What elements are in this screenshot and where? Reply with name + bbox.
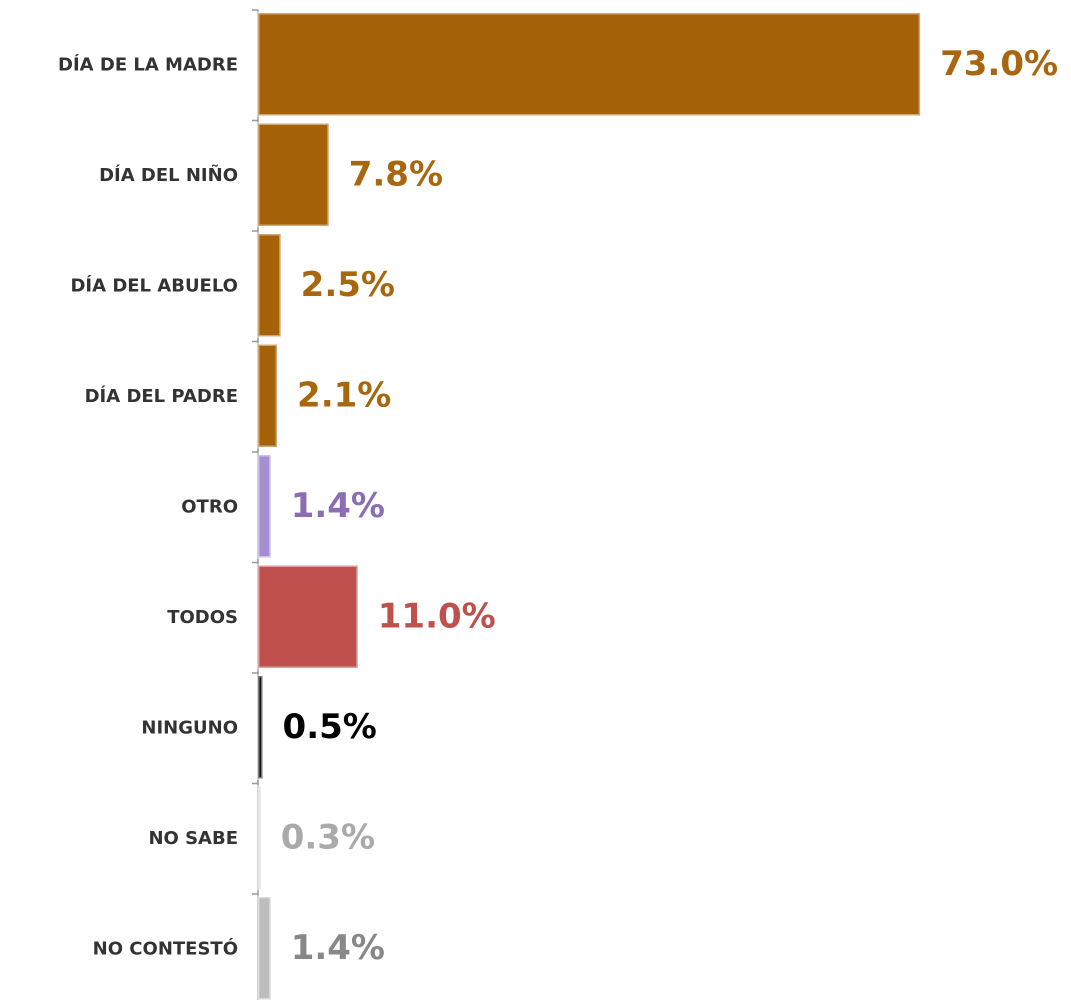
bar: [256, 564, 360, 670]
category-label: DÍA DE LA MADRE: [58, 53, 238, 75]
bar: [256, 674, 265, 780]
bar: [256, 232, 283, 338]
bar: [256, 895, 273, 1000]
category-label: NINGUNO: [141, 717, 238, 738]
bar: [256, 11, 922, 117]
bar: [256, 785, 263, 891]
bar: [256, 122, 331, 228]
bar: [256, 453, 273, 559]
category-label: NO SABE: [148, 828, 238, 849]
bar: [256, 343, 279, 449]
category-label: DÍA DEL NIÑO: [99, 163, 238, 186]
data-label: 0.3%: [281, 817, 375, 857]
data-label: 11.0%: [378, 596, 496, 636]
data-label: 7.8%: [349, 154, 443, 194]
data-label: 1.4%: [291, 928, 385, 968]
category-label: TODOS: [167, 607, 238, 628]
category-label: DÍA DEL PADRE: [85, 385, 238, 407]
data-label: 73.0%: [940, 44, 1058, 84]
category-label: DÍA DEL ABUELO: [70, 274, 238, 296]
data-label: 1.4%: [291, 486, 385, 526]
data-label: 0.5%: [283, 707, 377, 747]
data-label: 2.1%: [297, 375, 391, 415]
category-label: OTRO: [181, 496, 238, 517]
data-label: 2.5%: [301, 265, 395, 305]
category-label: NO CONTESTÓ: [93, 937, 238, 959]
